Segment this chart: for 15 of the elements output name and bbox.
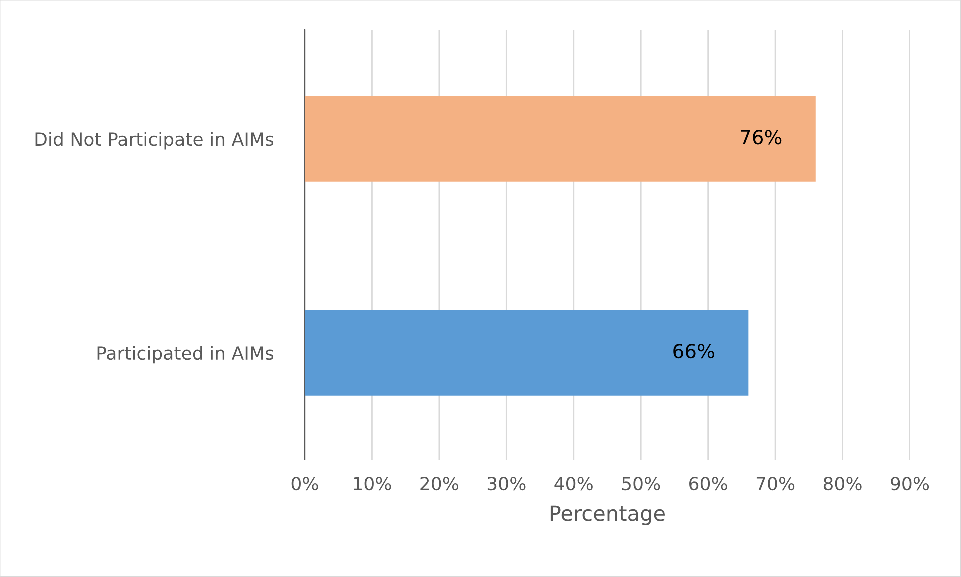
x-tick-label: 20%: [420, 476, 459, 491]
x-tick-label: 0%: [292, 476, 318, 491]
x-tick-label: 30%: [488, 476, 526, 491]
x-tick-label: 70%: [756, 476, 795, 491]
x-tick-label: 10%: [354, 476, 392, 491]
y-tick-label: Did Not Participate in AIMs: [36, 132, 274, 150]
y-tick-label: Participated in AIMs: [98, 346, 274, 364]
x-tick-label: 50%: [622, 476, 660, 491]
data-label: 76%: [741, 130, 782, 145]
x-tick-label: 40%: [554, 476, 593, 491]
x-tick-label: 60%: [690, 476, 728, 491]
x-tick-label: 80%: [824, 476, 862, 491]
data-label: 66%: [674, 344, 714, 359]
x-tick-label: 90%: [891, 476, 930, 491]
x-axis-title: Percentage: [550, 506, 665, 526]
